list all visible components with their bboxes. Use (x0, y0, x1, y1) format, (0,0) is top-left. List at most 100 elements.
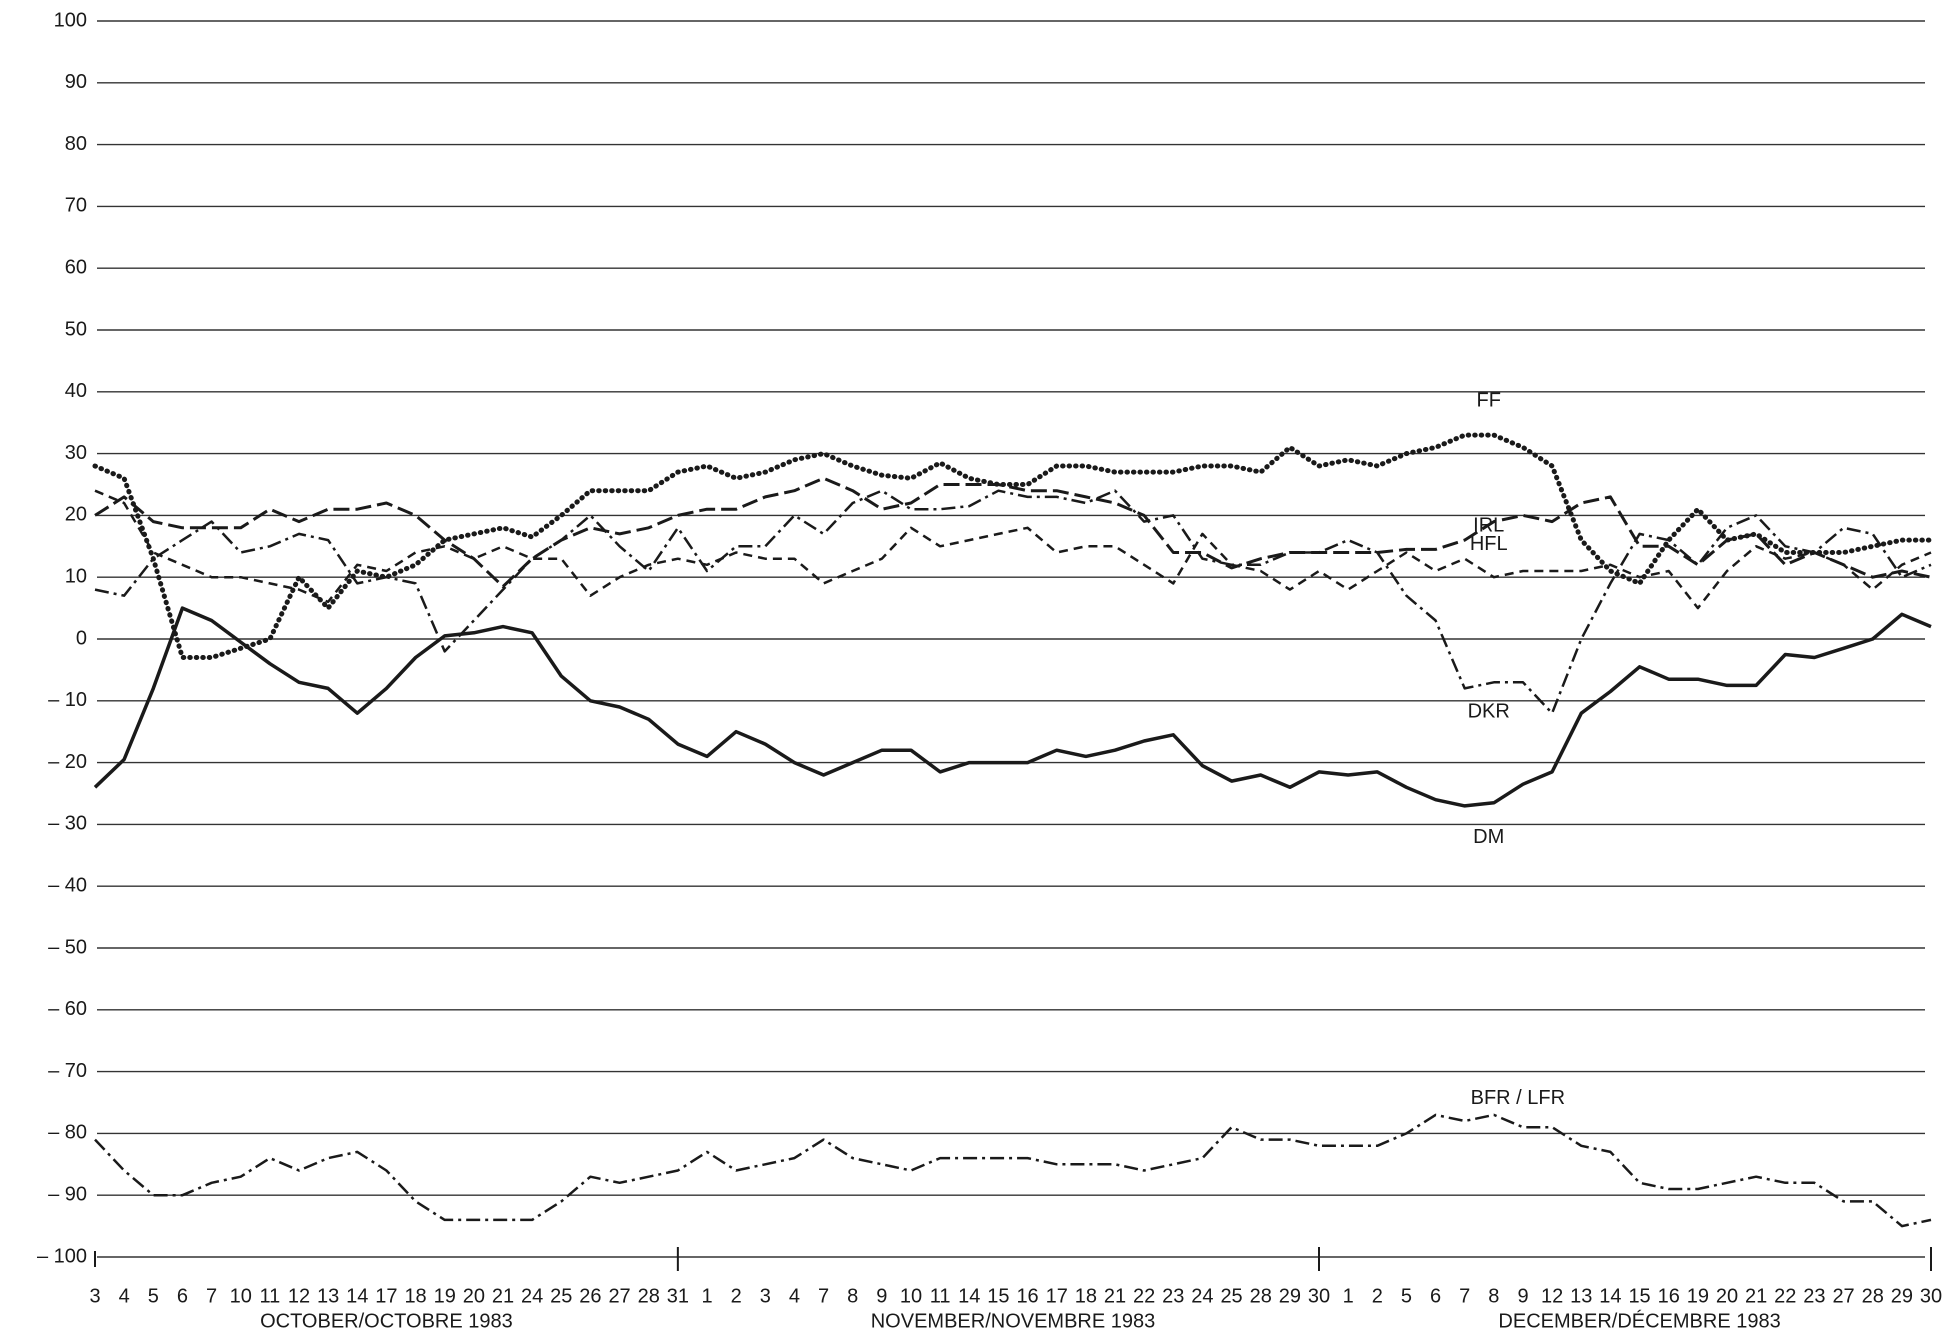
x-tick-label: 29 (1891, 1285, 1913, 1307)
x-tick-label: 21 (1745, 1285, 1767, 1307)
x-tick-label: 24 (521, 1285, 543, 1307)
x-tick-label: 14 (1599, 1285, 1621, 1307)
y-tick-label: 60 (65, 256, 87, 278)
x-tick-label: 25 (550, 1285, 572, 1307)
x-tick-label: 9 (1517, 1285, 1528, 1307)
y-tick-label: 40 (65, 380, 87, 402)
x-tick-label: 15 (987, 1285, 1009, 1307)
x-tick-label: 20 (1716, 1285, 1738, 1307)
x-tick-label: 2 (731, 1285, 742, 1307)
x-tick-label: 23 (1803, 1285, 1825, 1307)
x-tick-label: 15 (1628, 1285, 1650, 1307)
x-tick-label: 19 (1687, 1285, 1709, 1307)
x-tick-label: 21 (1104, 1285, 1126, 1307)
series-label: IRL (1473, 514, 1504, 536)
x-tick-label: 1 (701, 1285, 712, 1307)
y-tick-label: – 20 (48, 751, 87, 773)
x-tick-label: 19 (434, 1285, 456, 1307)
x-tick-label: 14 (346, 1285, 368, 1307)
x-tick-label: 5 (1401, 1285, 1412, 1307)
y-tick-label: – 100 (37, 1245, 87, 1267)
y-tick-label: – 70 (48, 1060, 87, 1082)
x-tick-label: 29 (1279, 1285, 1301, 1307)
x-tick-label: 23 (1162, 1285, 1184, 1307)
x-tick-label: 10 (900, 1285, 922, 1307)
x-tick-label: 27 (1832, 1285, 1854, 1307)
y-tick-label: 80 (65, 133, 87, 155)
series-line (94, 1113, 1932, 1228)
month-label: OCTOBER/OCTOBRE 1983 (260, 1310, 513, 1332)
x-tick-label: 3 (89, 1285, 100, 1307)
y-tick-label: 100 (54, 9, 87, 31)
x-tick-label: 16 (1658, 1285, 1680, 1307)
x-tick-label: 28 (1862, 1285, 1884, 1307)
x-tick-label: 24 (1191, 1285, 1213, 1307)
y-tick-label: 90 (65, 71, 87, 93)
y-tick-label: – 80 (48, 1122, 87, 1144)
y-tick-label: – 60 (48, 998, 87, 1020)
x-tick-label: 20 (463, 1285, 485, 1307)
series-label: HFL (1470, 533, 1508, 555)
y-tick-label: – 40 (48, 874, 87, 896)
x-tick-label: 5 (148, 1285, 159, 1307)
series-line (94, 489, 1932, 715)
y-tick-label: 30 (65, 442, 87, 464)
month-label: NOVEMBER/NOVEMBRE 1983 (871, 1310, 1156, 1332)
x-tick-label: 4 (119, 1285, 130, 1307)
y-tick-label: – 30 (48, 813, 87, 835)
y-tick-label: 70 (65, 195, 87, 217)
x-tick-label: 11 (259, 1285, 280, 1307)
x-tick-label: 6 (177, 1285, 188, 1307)
x-tick-label: 6 (1430, 1285, 1441, 1307)
x-tick-label: 21 (492, 1285, 514, 1307)
x-tick-label: 1 (1343, 1285, 1354, 1307)
x-tick-label: 28 (1250, 1285, 1272, 1307)
x-tick-label: 31 (667, 1285, 689, 1307)
y-tick-label: – 10 (48, 689, 87, 711)
x-tick-label: 17 (375, 1285, 397, 1307)
series-label: DKR (1468, 701, 1510, 723)
x-tick-label: 30 (1920, 1285, 1942, 1307)
x-tick-label: 28 (638, 1285, 660, 1307)
x-tick-label: 7 (1459, 1285, 1470, 1307)
y-tick-label: 0 (76, 627, 87, 649)
x-tick-label: 22 (1774, 1285, 1796, 1307)
x-tick-label: 12 (288, 1285, 310, 1307)
month-label: DECEMBER/DÉCEMBRE 1983 (1498, 1309, 1780, 1332)
x-tick-label: 25 (1220, 1285, 1242, 1307)
x-tick-label: 18 (404, 1285, 426, 1307)
x-tick-label: 8 (847, 1285, 858, 1307)
x-tick-label: 30 (1308, 1285, 1330, 1307)
y-tick-label: 20 (65, 504, 87, 526)
x-tick-label: 8 (1488, 1285, 1499, 1307)
x-tick-label: 17 (1046, 1285, 1068, 1307)
x-tick-label: 16 (1016, 1285, 1038, 1307)
y-tick-label: 50 (65, 318, 87, 340)
x-tick-label: 3 (760, 1285, 771, 1307)
series-line (93, 606, 1932, 808)
x-tick-label: 9 (876, 1285, 887, 1307)
series-line (94, 489, 1932, 610)
y-tick-label: – 50 (48, 936, 87, 958)
series-line (92, 432, 1934, 660)
x-tick-label: 7 (818, 1285, 829, 1307)
x-tick-label: 2 (1372, 1285, 1383, 1307)
x-tick-label: 22 (1133, 1285, 1155, 1307)
y-tick-label: – 90 (48, 1183, 87, 1205)
x-tick-label: 12 (1541, 1285, 1563, 1307)
x-tick-label: 13 (1570, 1285, 1592, 1307)
series-line (94, 476, 1932, 588)
x-tick-label: 13 (317, 1285, 339, 1307)
x-tick-label: 4 (789, 1285, 800, 1307)
series-label: FF (1476, 389, 1500, 411)
x-tick-label: 10 (230, 1285, 252, 1307)
series-label: BFR / LFR (1471, 1087, 1565, 1109)
x-tick-label: 11 (930, 1285, 951, 1307)
series-label: DM (1473, 826, 1504, 848)
x-tick-label: 7 (206, 1285, 217, 1307)
x-tick-label: 18 (1075, 1285, 1097, 1307)
x-tick-label: 14 (958, 1285, 980, 1307)
x-tick-label: 26 (579, 1285, 601, 1307)
x-tick-label: 27 (608, 1285, 630, 1307)
